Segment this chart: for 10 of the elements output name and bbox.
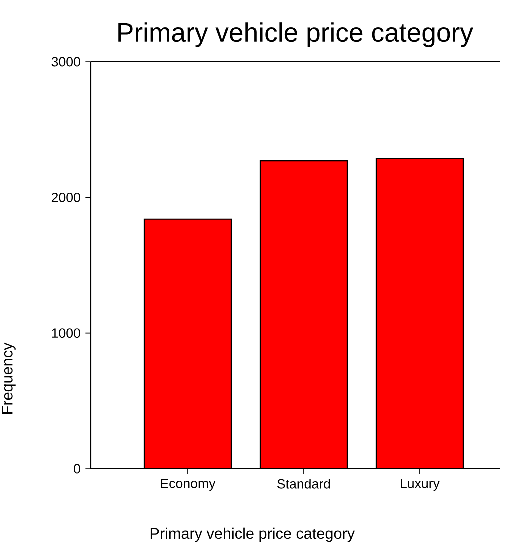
y-tick-label: 0 [74,464,80,474]
chart-title: Primary vehicle price category [118,22,474,48]
x-axis-title: Primary vehicle price category [150,528,356,542]
x-tick-label: Economy [161,479,216,491]
x-tick-label: Standard [278,479,330,489]
x-tick-label: Luxury [401,479,440,491]
y-tick-label: 3000 [52,57,80,67]
y-tick-label: 1000 [52,328,80,338]
y-tick-label: 2000 [52,192,80,202]
y-axis-title: Frequency [2,342,16,414]
